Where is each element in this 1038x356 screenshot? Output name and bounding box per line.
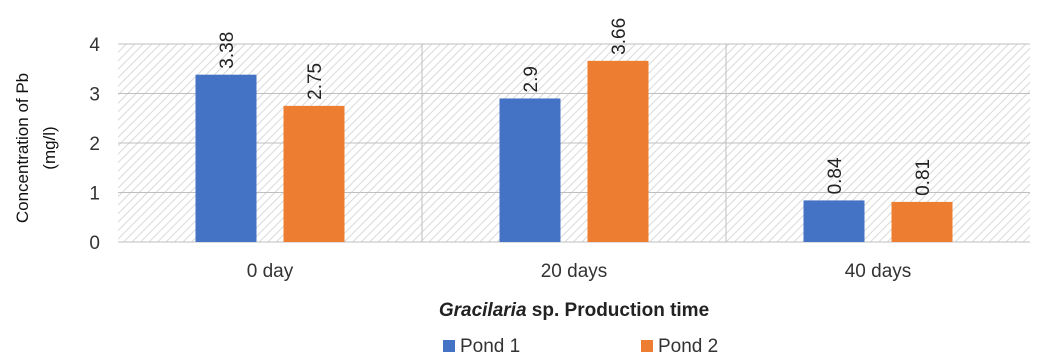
x-axis-title: Gracilaria sp. Production time — [439, 300, 709, 321]
bar-pond-2 — [891, 201, 953, 242]
legend: Pond 1 Pond 2 — [443, 336, 718, 356]
bar-pond-1 — [499, 98, 561, 242]
data-label: 3.38 — [217, 32, 238, 69]
bar-pond-2 — [587, 60, 649, 242]
y-tick-label: 0 — [89, 233, 100, 254]
x-tick-label: 20 days — [541, 261, 608, 282]
legend-label: Pond 2 — [658, 336, 718, 356]
legend-label: Pond 1 — [460, 336, 520, 356]
data-label: 2.75 — [305, 63, 326, 100]
y-tick-label: 3 — [89, 85, 100, 106]
data-labels: 3.38 2.75 2.9 3.66 0.84 0.81 — [217, 18, 934, 196]
bars — [195, 60, 953, 242]
y-axis-title: Concentration of Pb (mg/l) — [13, 73, 59, 223]
bar-pond-1 — [195, 74, 257, 242]
y-tick-label: 2 — [89, 134, 100, 155]
y-tick-label: 1 — [89, 184, 100, 205]
x-tick-label: 0 day — [247, 261, 294, 282]
bar-pond-1 — [803, 200, 865, 242]
x-axis-ticks: 0 day 20 days 40 days — [247, 261, 912, 282]
y-axis-ticks: 0 1 2 3 4 — [89, 35, 100, 254]
data-label: 3.66 — [609, 18, 630, 55]
data-label: 0.84 — [825, 157, 846, 194]
gridlines — [118, 43, 1030, 243]
data-label: 2.9 — [521, 66, 542, 92]
data-label: 0.81 — [913, 159, 934, 196]
bar-pond-2 — [283, 105, 345, 242]
legend-swatch — [443, 340, 455, 352]
legend-swatch — [641, 340, 653, 352]
x-tick-label: 40 days — [845, 261, 912, 282]
y-tick-label: 4 — [89, 35, 100, 56]
